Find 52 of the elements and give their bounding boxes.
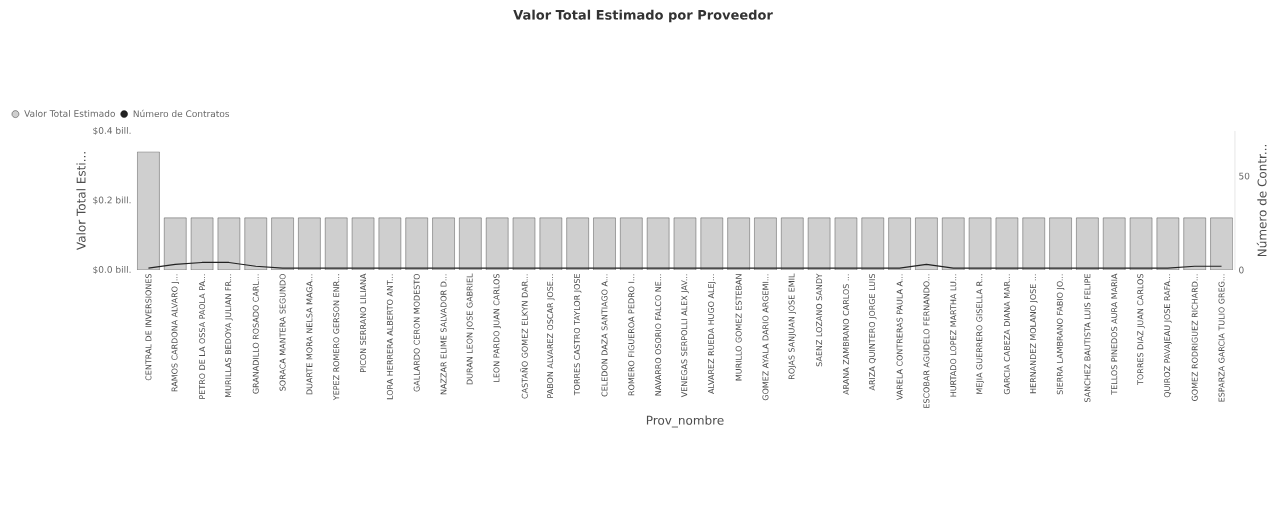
x-tick-label: ALVAREZ RUEDA HUGO ALEJ... [708,274,716,394]
y-axis-title: Valor Total Esti... [76,152,86,250]
x-tick-label: TORRES CASTRO TAYLOR JOSE [573,274,582,396]
x-tick-label: ESCOBAR AGUDELO FERNANDO... [923,274,930,408]
x-tick-label: ARIZA QUINTERO JORGE LUIS [869,273,877,391]
x-tick-label: PABON ALVAREZ OSCAR JOSE... [547,274,555,398]
y-tick-label: $0.4 bill. [93,126,131,136]
x-tick-label: QUIROZ PAVAJEAU JOSE RAFA... [1164,274,1172,398]
x-tick-label: CASTAÑO GOMEZ ELKYN DAR... [520,274,528,399]
x-tick-label: PICON SERRANO LILIANA [360,273,367,373]
y2-tick-label: 0 [1239,266,1244,274]
x-tick-label: NAZZAR ELIME SALVADOR D... [440,274,447,395]
y2-axis-title: Número de Contr... [1256,144,1267,257]
x-tick-label: YEPEZ ROMERO GERSON ENR... [333,274,340,401]
x-tick-label: GOMEZ RODRIGUEZ RICHARD... [1191,274,1198,401]
x-tick-label: ARANA ZAMBRANO CARLOS ... [842,274,849,395]
x-tick-label: SANCHEZ BAUTISTA LUIS FELIPE [1084,274,1091,403]
x-tick-label: DUARTE MORA NELSA MAGA... [306,274,313,395]
x-tick-label: NAVARRO OSORIO FALCO NE... [655,274,662,396]
x-tick-label: GALLARDO CERON MODESTO [413,273,420,392]
x-tick-label: GRANADILLO ROSADO CARL... [252,274,259,394]
x-tick-label: LORA HERRERA ALBERTO ANT... [386,274,393,400]
x-tick-label: VENEGAS SERPOLLI ALEX JAV... [681,274,689,398]
x-tick-label: MURILLAS BEDOYA JULIAN FR... [225,274,233,397]
y-tick-label: $0.2 bill. [93,196,131,205]
x-tick-label: ROMERO FIGUEROA PEDRO I... [628,274,635,396]
y2-tick-label: 50 [1239,172,1250,180]
x-tick-label: SORACA MANTERA SEGUNDO [279,273,286,391]
x-tick-label: MEJIA GUERRERO GISELLA R... [976,274,984,394]
x-tick-label: GARCIA CABEZA DIANA MAR... [1003,274,1010,395]
x-tick-label: HERNANDEZ MOLANO JOSE ... [1029,274,1038,394]
x-tick-label: SIERRA LAMBRANO FABIO JO... [1056,274,1065,395]
x-tick-label: DURAN LEON JOSE GABRIEL [466,273,475,385]
x-tick-label: RAMOS CARDONA ALVARO J... [171,274,180,392]
x-tick-label: PETRO DE LA OSSA PAOLA PA... [199,274,206,399]
x-tick-label: CELEDON DAZA SANTIAGO A... [601,274,608,397]
x-tick-label: MURILLO GOMEZ ESTEBAN [735,274,742,381]
x-tick-label: ESPARZA GARCIA TULIO GREG... [1218,274,1225,402]
legend-label: Número de Contratos [133,109,230,118]
x-tick-label: GOMEZ AYALA DARIO ARGEMI... [762,274,769,401]
x-tick-label: CENTRAL DE INVERSIONES [145,273,152,381]
x-axis-title: Prov_nombre [646,415,724,428]
x-tick-label: TORRES DIAZ JUAN CARLOS [1137,273,1145,385]
x-tick-label: VARELA CONTRERAS PAULA A... [896,274,903,401]
y-tick-label: $0.0 bill. [93,265,131,275]
legend-label: Valor Total Estimado [24,109,115,117]
x-tick-label: LEON PARDO JUAN CARLOS [493,273,501,382]
x-tick-label: HURTADO LOPEZ MARTHA LU... [950,274,957,397]
x-tick-label: SAENZ LOZANO SANDY [816,273,823,367]
chart-title: Valor Total Estimado por Proveedor [513,9,773,23]
x-tick-label: ROJAS SANJUAN JOSE EMIL [788,273,797,379]
x-tick-label: TELLOS PINEDOS AURA MARIA [1111,273,1118,395]
